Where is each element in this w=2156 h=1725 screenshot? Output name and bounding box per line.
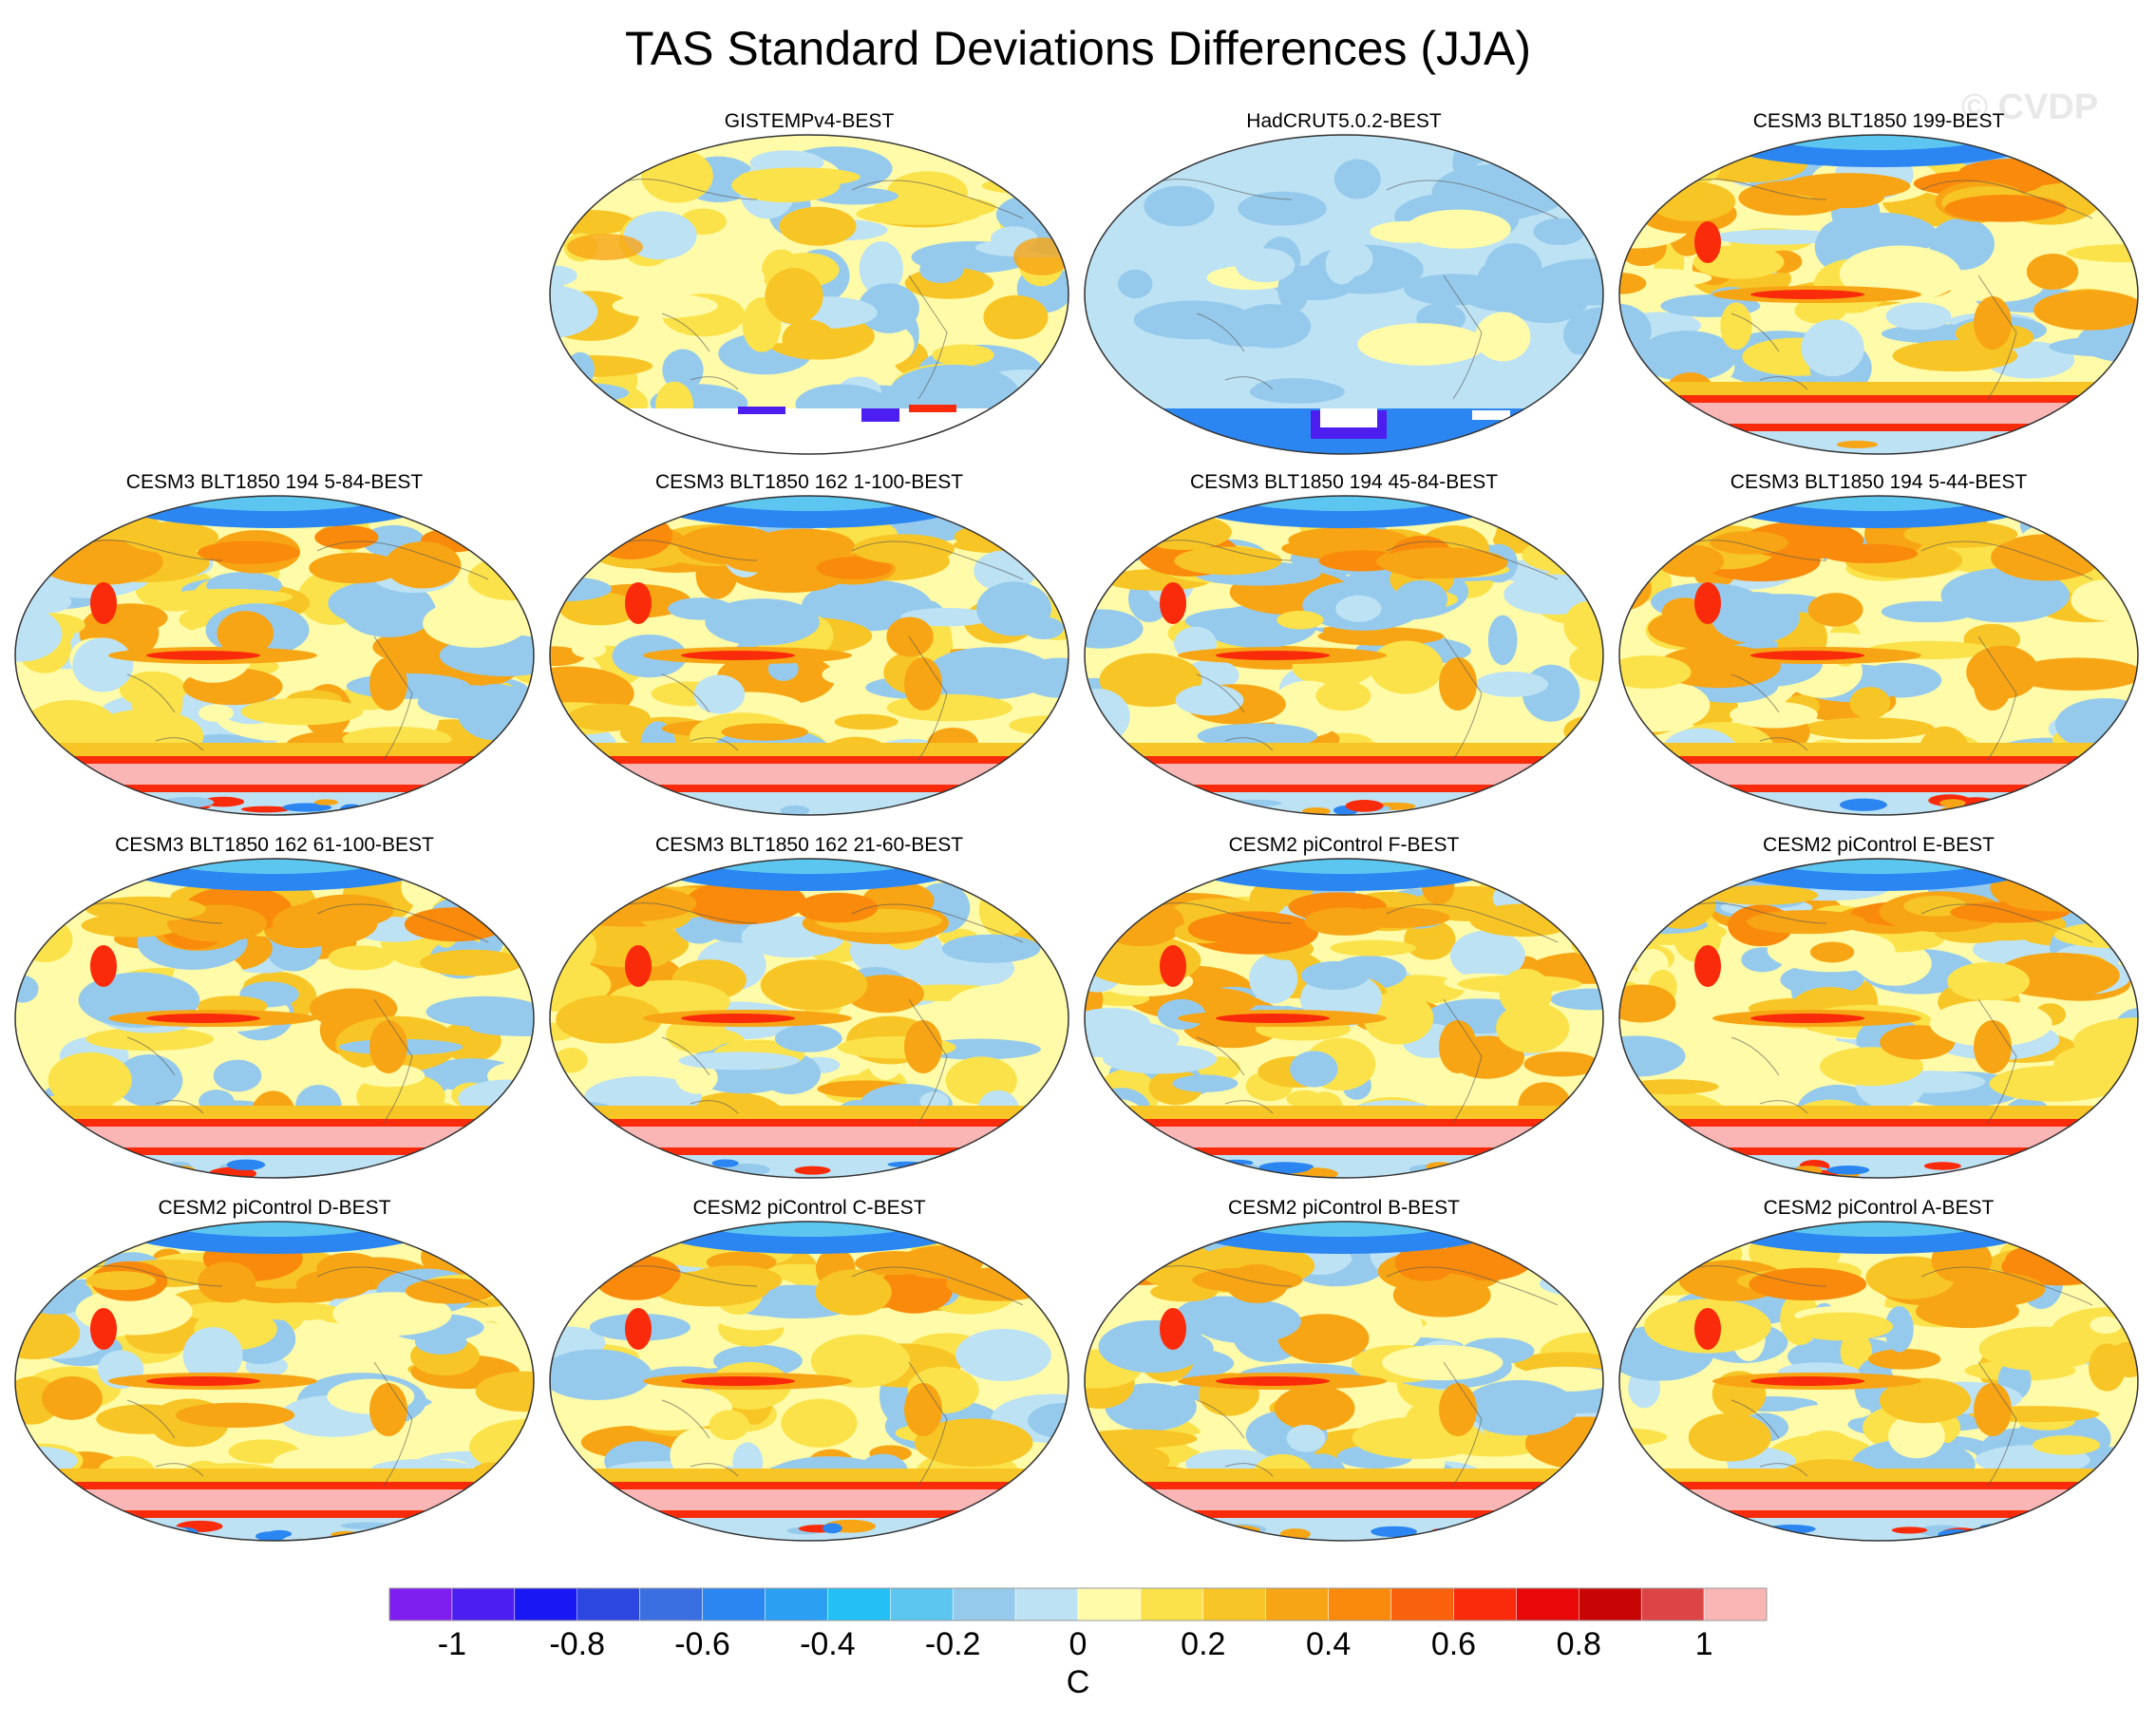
colorbar-swatch (952, 1587, 1016, 1621)
colorbar-swatch (1140, 1587, 1204, 1621)
colorbar-tick-label: -0.8 (549, 1626, 606, 1662)
map-panel (1618, 1221, 2139, 1542)
panel-title: GISTEMPv4-BEST (724, 110, 895, 132)
panel-title: HadCRUT5.0.2-BEST (1246, 110, 1442, 132)
colorbar-swatch (1516, 1587, 1579, 1621)
panel-title: CESM2 piControl C-BEST (692, 1197, 926, 1219)
colorbar-tick-label: 0.6 (1430, 1626, 1477, 1662)
colorbar-swatch (890, 1587, 954, 1621)
colorbar-swatch (388, 1587, 453, 1621)
colorbar-tick-label: 0.2 (1181, 1626, 1226, 1662)
panel-title: CESM2 piControl A-BEST (1763, 1197, 1995, 1219)
panel-title: CESM3 BLT1850 194 45-84-BEST (1189, 471, 1499, 493)
colorbar-swatch (1640, 1587, 1705, 1621)
colorbar-swatch (702, 1587, 766, 1621)
map-panel (549, 495, 1069, 816)
map-panel (1084, 858, 1604, 1179)
colorbar-tick-label: 0.8 (1556, 1626, 1601, 1662)
colorbar-swatch (827, 1587, 891, 1621)
colorbar-swatch (1014, 1587, 1079, 1621)
colorbar-tick-label: -0.6 (674, 1626, 730, 1662)
map-panel (549, 134, 1069, 455)
colorbar-swatch (1390, 1587, 1454, 1621)
map-panel (1618, 134, 2139, 455)
panel-title: CESM2 piControl D-BEST (158, 1197, 391, 1219)
colorbar-tick-label: -0.4 (800, 1626, 856, 1662)
colorbar-swatch (1703, 1587, 1768, 1621)
colorbar-tick-label: -1 (437, 1626, 467, 1662)
cvdp-watermark: © CVDP (1961, 87, 2099, 127)
colorbar-swatch (1077, 1587, 1142, 1621)
colorbar (388, 1587, 1768, 1621)
figure-title: TAS Standard Deviations Differences (JJA… (624, 22, 1532, 75)
colorbar-tick-label: 1 (1694, 1626, 1713, 1662)
colorbar-swatch (639, 1587, 703, 1621)
colorbar-swatch (451, 1587, 516, 1621)
map-panel (549, 858, 1069, 1179)
colorbar-swatch (765, 1587, 828, 1621)
colorbar-unit: C (1066, 1664, 1090, 1700)
colorbar-tick-label: 0 (1069, 1626, 1087, 1662)
panel-title: CESM3 BLT1850 194 5-44-BEST (1730, 471, 2028, 493)
panel-title: CESM2 piControl F-BEST (1228, 834, 1460, 856)
colorbar-swatch (577, 1587, 640, 1621)
map-panel (1084, 495, 1604, 816)
map-panel (1618, 858, 2139, 1179)
map-panel (14, 858, 535, 1179)
panel-title: CESM2 piControl E-BEST (1763, 834, 1995, 856)
map-panel (1084, 1221, 1604, 1542)
panel-title: CESM3 BLT1850 199-BEST (1752, 110, 2005, 132)
map-panel (549, 1221, 1069, 1542)
map-panel (14, 495, 535, 816)
panel-title: CESM3 BLT1850 194 5-84-BEST (125, 471, 424, 493)
colorbar-tick-label: 0.4 (1305, 1626, 1352, 1662)
colorbar-swatch (1579, 1587, 1642, 1621)
panel-title: CESM3 BLT1850 162 61-100-BEST (115, 834, 434, 856)
map-panel (14, 1221, 535, 1542)
panel-title: CESM3 BLT1850 162 1-100-BEST (654, 471, 964, 493)
panel-title: CESM2 piControl B-BEST (1228, 1197, 1460, 1219)
colorbar-tick-label: -0.2 (924, 1626, 981, 1662)
colorbar-swatch (514, 1587, 577, 1621)
colorbar-swatch (1453, 1587, 1517, 1621)
map-panel (1084, 134, 1604, 455)
map-panel (1618, 495, 2139, 816)
panel-title: CESM3 BLT1850 162 21-60-BEST (654, 834, 964, 856)
colorbar-swatch (1265, 1587, 1329, 1621)
colorbar-swatch (1202, 1587, 1266, 1621)
colorbar-frame (388, 1587, 1768, 1621)
colorbar-swatch (1328, 1587, 1391, 1621)
